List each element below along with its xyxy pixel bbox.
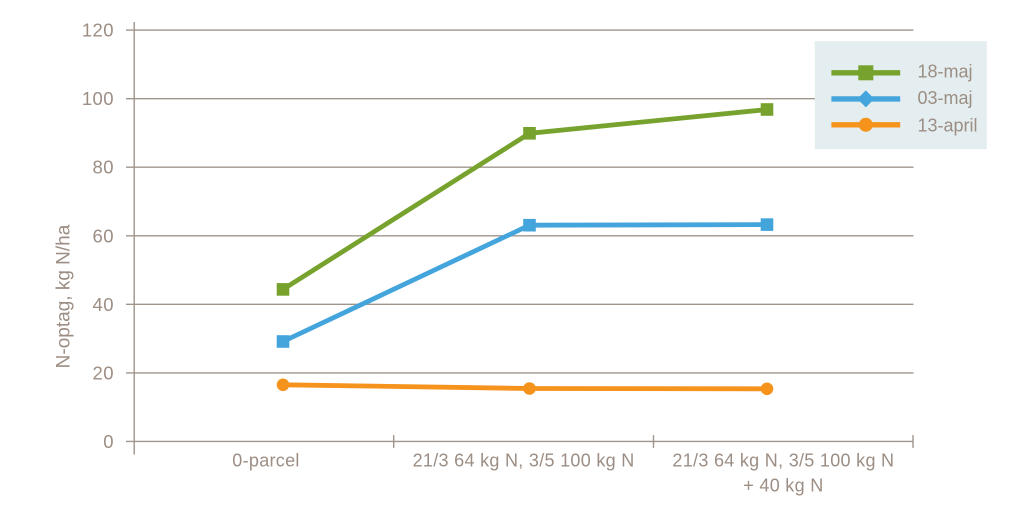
svg-text:21/3 64 kg N, 3/5 100 kg N: 21/3 64 kg N, 3/5 100 kg N bbox=[672, 451, 894, 471]
svg-text:21/3 64 kg N, 3/5 100 kg N: 21/3 64 kg N, 3/5 100 kg N bbox=[413, 451, 635, 471]
svg-text:13-april: 13-april bbox=[918, 115, 978, 135]
svg-text:03-maj: 03-maj bbox=[918, 88, 973, 108]
svg-text:120: 120 bbox=[82, 20, 114, 41]
svg-text:60: 60 bbox=[93, 225, 114, 246]
svg-text:100: 100 bbox=[82, 88, 114, 109]
svg-text:18-maj: 18-maj bbox=[918, 61, 973, 81]
svg-text:40: 40 bbox=[93, 294, 114, 315]
svg-text:20: 20 bbox=[93, 362, 114, 383]
svg-text:0: 0 bbox=[103, 431, 114, 452]
svg-text:80: 80 bbox=[93, 157, 114, 178]
svg-text:+ 40 kg N: + 40 kg N bbox=[743, 476, 823, 496]
svg-text:N-optag, kg N/ha: N-optag, kg N/ha bbox=[54, 224, 75, 368]
svg-text:0-parcel: 0-parcel bbox=[232, 451, 299, 471]
